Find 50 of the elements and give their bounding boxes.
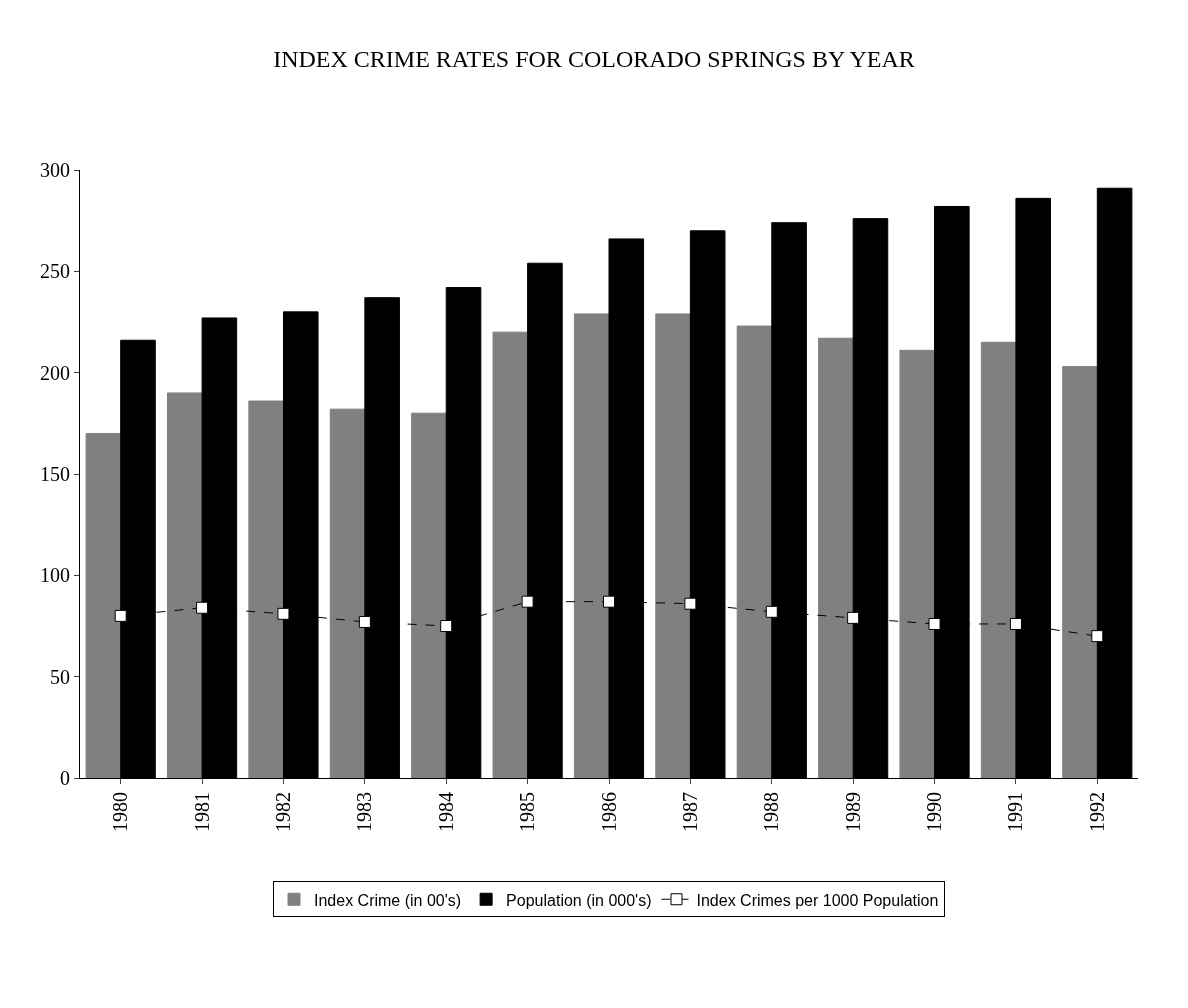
point [847,611,860,624]
x-tick-label: 1983 [353,792,376,832]
point [765,605,778,618]
point [440,620,453,632]
point [603,595,615,608]
x-tick-label: 1986 [597,792,620,832]
bar [85,432,122,778]
y-tick-label: 50 [50,665,70,688]
point [114,609,127,622]
x-tick-label: 1987 [678,792,701,832]
x-tick-label: 1989 [841,792,864,832]
x-tick-label: 1992 [1085,792,1108,832]
bar [166,392,203,778]
x-tick-label: 1984 [434,792,457,832]
point [277,607,290,620]
point [1009,617,1022,630]
y-tick-label: 200 [40,361,70,384]
bar [411,412,447,778]
bar [899,349,936,778]
bar [1062,366,1098,778]
chart-title: INDEX CRIME RATES FOR COLORADO SPRINGS BY YEAR [273,46,915,73]
x-tick-label: 1985 [516,792,539,832]
x-tick-label: 1988 [760,792,783,832]
bar [492,331,529,778]
x-tick-label: 1980 [109,792,132,832]
legend-label: Index Crime (in 00's) [314,891,462,909]
bar [329,408,366,778]
y-tick-label: 100 [40,564,70,587]
y-tick-label: 0 [60,767,70,789]
point [358,615,371,628]
bar [818,337,854,778]
bar [980,341,1017,778]
y-tick-label: 300 [40,159,70,181]
x-tick-label: 1990 [923,792,946,832]
point [684,597,697,610]
point [196,601,209,614]
point [1091,630,1104,643]
point [928,617,941,630]
bar [736,325,773,778]
bar [573,313,610,778]
legend-label: Population (in 000's) [506,891,652,909]
point [521,595,534,608]
x-tick-label: 1981 [190,792,213,832]
y-tick-label: 250 [40,260,70,283]
legend-label: Index Crimes per 1000 Population [696,891,939,909]
bar [655,313,691,778]
bar [248,400,284,778]
x-tick-label: 1991 [1004,792,1027,832]
y-tick-label: 150 [40,463,70,485]
x-tick-label: 1982 [271,792,294,832]
